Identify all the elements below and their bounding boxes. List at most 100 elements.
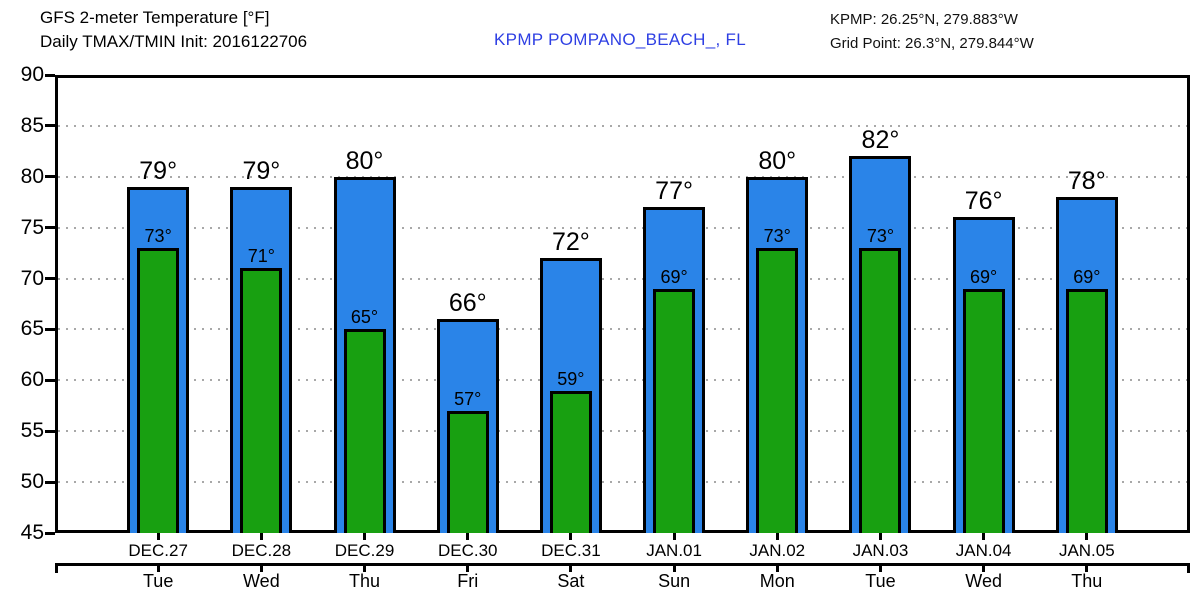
tmax-value-label: 78° [1067, 167, 1106, 196]
weekday-tick [466, 563, 470, 572]
gridline [58, 124, 1187, 127]
y-axis-tick-label: 45 [20, 521, 44, 544]
weekday-tick [363, 563, 367, 572]
date-tick [363, 533, 367, 540]
date-label: JAN.03 [852, 541, 909, 560]
tmin-value-label: 69° [970, 266, 998, 287]
gridline [58, 481, 1187, 484]
y-axis-tick [45, 378, 55, 382]
tmax-value-label: 80° [758, 146, 797, 175]
gridline [58, 379, 1187, 382]
date-tick [672, 533, 676, 540]
weekday-label: Thu [1071, 571, 1103, 591]
tmin-value-label: 69° [660, 266, 688, 287]
weekday-label: Sat [557, 571, 585, 591]
y-axis-tick [45, 277, 55, 281]
gridline [58, 226, 1187, 229]
date-label: JAN.02 [749, 541, 806, 560]
gridline [58, 277, 1187, 280]
weekday-axis-line [55, 563, 1190, 566]
y-axis-tick [45, 124, 55, 128]
y-axis-tick [45, 480, 55, 484]
weekday-label: Tue [142, 571, 174, 591]
weekday-label: Fri [457, 571, 479, 591]
chart-title: GFS 2-meter Temperature [°F] [40, 8, 270, 27]
date-label: JAN.05 [1058, 541, 1115, 560]
y-axis-tick-label: 85 [20, 113, 44, 137]
tmin-value-label: 71° [247, 246, 275, 267]
tmin-value-label: 73° [144, 226, 172, 247]
y-axis-tick-label: 80 [20, 164, 44, 188]
weekday-tick [878, 563, 882, 572]
y-axis-tick [45, 327, 55, 331]
tmin-bar [1065, 288, 1108, 533]
tmax-value-label: 66° [448, 289, 487, 318]
date-tick [156, 533, 160, 540]
weekday-label: Mon [759, 571, 795, 591]
tmax-value-label: 79° [139, 156, 178, 185]
tmax-value-label: 82° [861, 126, 900, 155]
weekday-tick [259, 563, 263, 572]
grid-point-coordinates: Grid Point: 26.3°N, 279.844°W [830, 35, 1034, 52]
y-axis-tick-label: 75 [20, 215, 44, 239]
y-axis-tick-label: 65 [20, 317, 44, 341]
weekday-label: Sun [658, 571, 691, 591]
y-axis-tick-label: 70 [20, 266, 44, 290]
tmin-bar [962, 288, 1005, 533]
date-tick [569, 533, 573, 540]
weekday-label: Wed [965, 571, 1002, 591]
date-tick [1085, 533, 1089, 540]
chart-subtitle: Daily TMAX/TMIN Init: 2016122706 [40, 32, 308, 51]
weekday-axis-right-cap [1187, 563, 1190, 573]
y-axis-tick-label: 50 [20, 470, 44, 494]
date-label: DEC.31 [541, 541, 601, 560]
date-label: DEC.27 [128, 541, 188, 560]
y-axis-tick [45, 531, 55, 535]
tmin-bar [653, 288, 696, 533]
tmax-value-label: 76° [964, 187, 1003, 216]
tmin-value-label: 57° [454, 388, 482, 409]
station-coordinates: KPMP: 26.25°N, 279.883°W [830, 11, 1018, 28]
weekday-tick [156, 563, 160, 572]
gridline [58, 175, 1187, 178]
tmin-value-label: 69° [1073, 266, 1101, 287]
tmin-bar [549, 390, 592, 533]
tmin-bar [446, 410, 489, 533]
station-name: KPMP POMPANO_BEACH_, FL [494, 30, 746, 49]
tmin-bar [859, 248, 902, 533]
tmax-value-label: 77° [655, 177, 693, 206]
tmin-bar [756, 248, 799, 533]
weekday-tick [569, 563, 573, 572]
plot-area [55, 75, 1190, 533]
y-axis-tick-label: 90 [20, 63, 44, 86]
tmin-value-label: 59° [557, 368, 585, 389]
weekday-tick [1085, 563, 1089, 572]
tmin-bar [137, 248, 180, 533]
weekday-tick [672, 563, 676, 572]
weekday-label: Wed [243, 571, 280, 591]
weekday-tick [775, 563, 779, 572]
weekday-label: Thu [349, 571, 381, 591]
chart-header-right: KPMP: 26.25°N, 279.883°W Grid Point: 26.… [830, 8, 1034, 56]
tmin-value-label: 65° [350, 307, 379, 328]
date-tick [982, 533, 986, 540]
tmin-value-label: 73° [763, 226, 791, 247]
date-label: JAN.04 [955, 541, 1012, 560]
date-label: DEC.30 [437, 541, 498, 560]
tmin-bar [240, 268, 283, 533]
date-label: DEC.28 [231, 541, 292, 560]
y-axis-tick [45, 226, 55, 230]
y-axis-tick [45, 73, 55, 77]
date-label: JAN.01 [646, 541, 702, 560]
date-tick [466, 533, 470, 540]
date-tick [775, 533, 779, 540]
date-tick [259, 533, 263, 540]
weekday-tick [982, 563, 986, 572]
y-axis-tick-label: 60 [20, 368, 44, 392]
date-label: DEC.29 [334, 541, 395, 560]
y-axis-tick [45, 175, 55, 179]
y-axis-tick [45, 429, 55, 433]
chart-header-left: GFS 2-meter Temperature [°F] Daily TMAX/… [40, 6, 307, 54]
gridline [58, 430, 1187, 433]
